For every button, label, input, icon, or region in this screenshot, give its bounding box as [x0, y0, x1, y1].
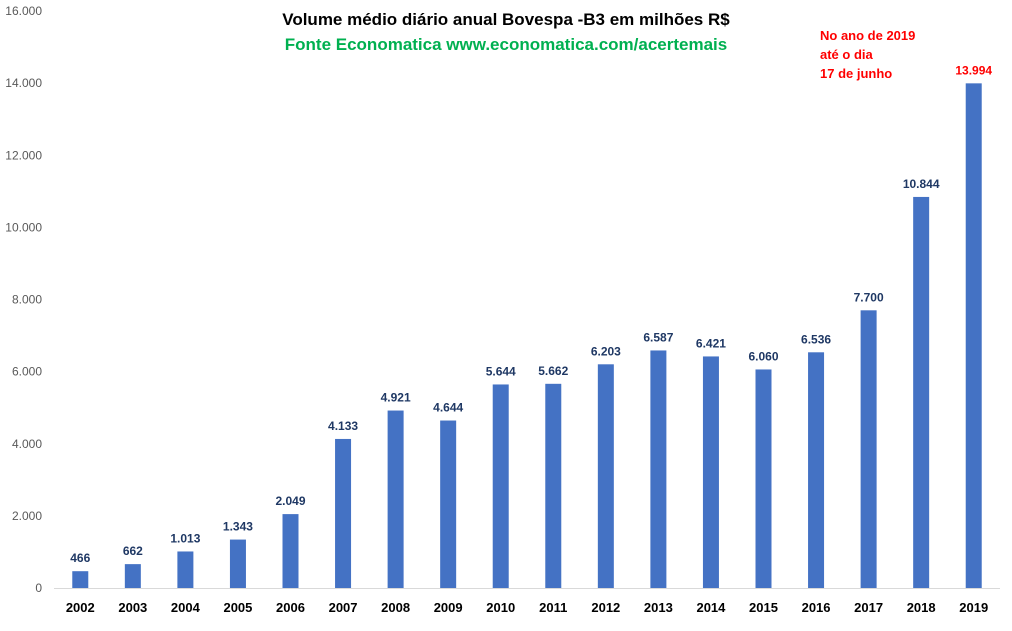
- data-label: 6.587: [643, 330, 673, 344]
- data-label: 5.662: [538, 364, 568, 378]
- data-label: 6.060: [748, 349, 778, 363]
- bar: [755, 369, 772, 588]
- y-tick-label: 0: [35, 581, 42, 595]
- x-tick-label: 2012: [591, 600, 620, 615]
- data-label: 1.343: [223, 520, 253, 534]
- annotation-line-3: 17 de junho: [820, 66, 893, 81]
- x-tick-label: 2008: [381, 600, 410, 615]
- bar: [808, 352, 825, 588]
- x-tick-label: 2010: [486, 600, 515, 615]
- bar: [387, 410, 404, 588]
- y-tick-label: 2.000: [12, 509, 42, 523]
- data-label: 5.644: [486, 364, 516, 378]
- y-tick-label: 14.000: [5, 76, 42, 90]
- bar: [650, 350, 667, 588]
- x-tick-label: 2015: [749, 600, 778, 615]
- bar: [124, 564, 141, 588]
- data-label: 4.644: [433, 401, 463, 415]
- y-tick-label: 12.000: [5, 148, 42, 162]
- bar: [545, 383, 562, 588]
- data-label: 1.013: [170, 531, 200, 545]
- bar: [965, 83, 982, 589]
- y-tick-label: 4.000: [12, 437, 42, 451]
- y-tick-label: 16.000: [5, 4, 42, 18]
- x-tick-label: 2017: [854, 600, 883, 615]
- data-label: 13.994: [955, 63, 992, 77]
- y-tick-label: 6.000: [12, 365, 42, 379]
- bar: [177, 551, 194, 588]
- bar: [860, 310, 877, 588]
- bar: [597, 364, 614, 588]
- x-tick-label: 2019: [959, 600, 988, 615]
- y-tick-label: 10.000: [5, 220, 42, 234]
- x-tick-label: 2002: [66, 600, 95, 615]
- data-label: 4.921: [381, 391, 411, 405]
- x-tick-label: 2004: [171, 600, 201, 615]
- bar: [229, 539, 246, 588]
- annotation-line-2: até o dia: [820, 47, 873, 62]
- bar: [72, 571, 89, 588]
- data-label: 6.536: [801, 332, 831, 346]
- x-tick-label: 2007: [329, 600, 358, 615]
- bar: [282, 514, 299, 588]
- bar: [913, 196, 930, 589]
- bar: [702, 356, 719, 588]
- data-label: 6.203: [591, 344, 621, 358]
- x-tick-label: 2016: [802, 600, 831, 615]
- data-label: 7.700: [854, 290, 884, 304]
- chart-title: Volume médio diário anual Bovespa -B3 em…: [282, 10, 730, 29]
- x-tick-label: 2014: [696, 600, 726, 615]
- x-tick-label: 2013: [644, 600, 673, 615]
- annotation-line-1: No ano de 2019: [820, 28, 916, 43]
- data-label: 2.049: [275, 494, 305, 508]
- x-tick-label: 2006: [276, 600, 305, 615]
- data-label: 10.844: [903, 177, 940, 191]
- x-tick-label: 2011: [539, 600, 567, 615]
- bar: [440, 420, 457, 588]
- y-tick-label: 8.000: [12, 293, 42, 307]
- annotation-note: No ano de 2019 até o dia 17 de junho: [820, 26, 915, 83]
- data-label: 6.421: [696, 336, 726, 350]
- bar: [335, 438, 352, 588]
- data-label: 662: [123, 544, 143, 558]
- data-label: 4.133: [328, 419, 358, 433]
- bar: [492, 384, 509, 588]
- x-tick-label: 2005: [223, 600, 252, 615]
- x-tick-label: 2003: [118, 600, 147, 615]
- data-label: 466: [70, 551, 90, 565]
- x-tick-label: 2009: [434, 600, 463, 615]
- x-tick-label: 2018: [907, 600, 936, 615]
- chart-subtitle: Fonte Economatica www.economatica.com/ac…: [284, 35, 728, 54]
